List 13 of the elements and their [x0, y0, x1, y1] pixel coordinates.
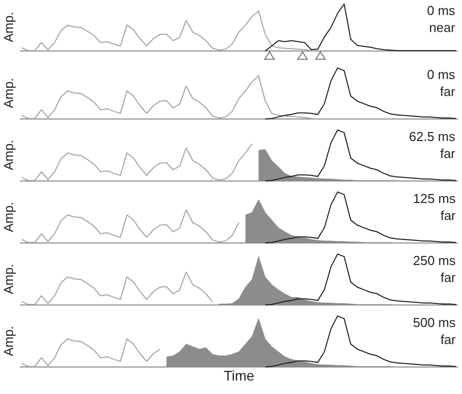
y-axis-title: Amp.	[0, 140, 16, 170]
annotation: 0 ms near	[427, 3, 456, 35]
annotation: 0 ms far	[427, 67, 456, 99]
y-axis-title: Amp.	[0, 12, 16, 42]
y-axis-title: Amp.	[0, 78, 16, 108]
y-axis-title: Amp.	[0, 202, 16, 232]
annotation: 62.5 ms far	[409, 129, 456, 161]
annotation: 250 ms far	[413, 253, 456, 285]
y-axis-title: Amp.	[0, 326, 16, 356]
y-axis-title: Amp.	[0, 264, 16, 294]
x-axis-title: Time	[224, 367, 255, 384]
annotation: 500 ms far	[413, 315, 456, 347]
annotation: 125 ms far	[413, 191, 456, 223]
